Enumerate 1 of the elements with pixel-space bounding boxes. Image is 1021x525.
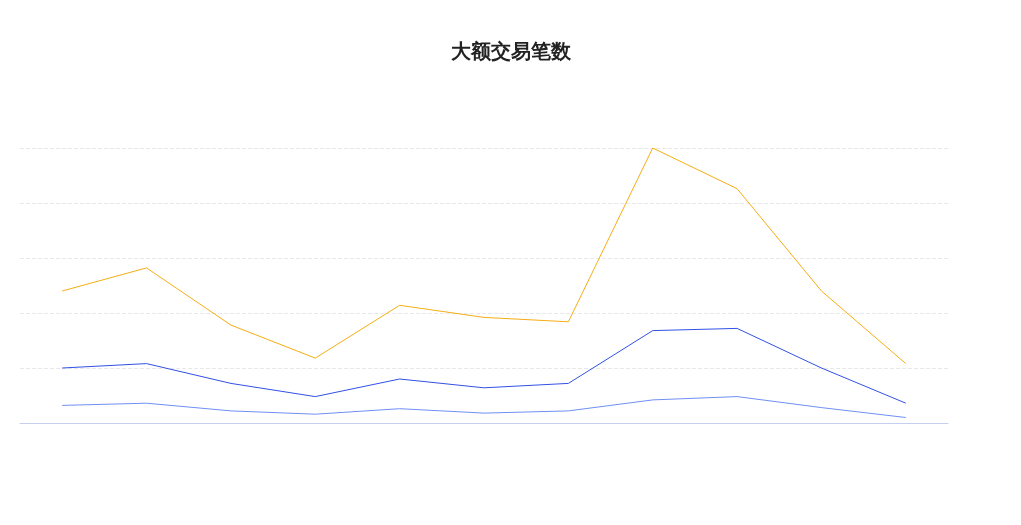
chart-title: 大额交易笔数 bbox=[450, 39, 572, 63]
